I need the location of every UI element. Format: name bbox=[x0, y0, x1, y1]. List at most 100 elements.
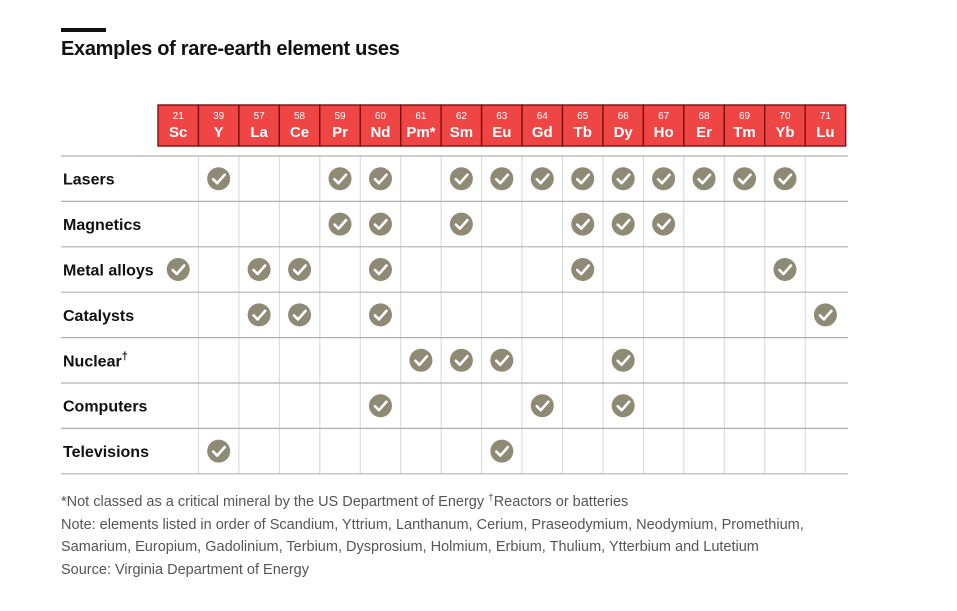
check-mark-icon bbox=[818, 309, 833, 321]
element-number: 59 bbox=[334, 111, 346, 122]
check-mark-icon bbox=[211, 445, 226, 457]
element-symbol: Lu bbox=[816, 124, 834, 141]
check-mark-icon bbox=[252, 309, 267, 321]
element-number: 64 bbox=[537, 111, 549, 122]
footnote-dagger-mark: † bbox=[488, 493, 494, 504]
check-mark-icon bbox=[373, 173, 388, 185]
check-mark-icon bbox=[171, 264, 186, 276]
check-mark-icon bbox=[454, 355, 469, 367]
element-number: 68 bbox=[699, 111, 711, 122]
check-circle-icon bbox=[368, 167, 392, 191]
footnotes: *Not classed as a critical mineral by th… bbox=[61, 491, 921, 581]
check-circle-icon bbox=[652, 167, 676, 191]
element-symbol: Tb bbox=[574, 124, 592, 141]
check-circle-icon bbox=[288, 303, 312, 327]
check-circle-icon bbox=[368, 258, 392, 281]
check-circle-icon bbox=[773, 258, 797, 281]
check-mark-icon bbox=[616, 173, 631, 185]
element-tile-y bbox=[197, 104, 240, 147]
row-label: Televisions bbox=[63, 444, 149, 461]
element-number: 58 bbox=[294, 111, 306, 122]
element-tile-nd bbox=[359, 104, 402, 147]
check-mark-icon bbox=[616, 400, 631, 412]
check-circle-icon bbox=[288, 258, 312, 281]
check-circle-icon bbox=[611, 167, 635, 191]
footnote-dagger-text: Reactors or batteries bbox=[493, 494, 629, 510]
check-circle-icon bbox=[692, 167, 716, 191]
element-symbol: Pr bbox=[332, 124, 348, 141]
check-mark-icon bbox=[616, 218, 631, 230]
check-mark-icon bbox=[373, 218, 388, 230]
check-circle-icon bbox=[733, 167, 757, 191]
row-label: Lasers bbox=[63, 172, 115, 189]
check-mark-icon bbox=[535, 173, 550, 185]
check-mark-icon bbox=[454, 218, 469, 230]
check-mark-icon bbox=[737, 173, 752, 185]
element-symbol: La bbox=[250, 124, 268, 141]
footnote-asterisk: *Not classed as a critical mineral by th… bbox=[61, 491, 921, 514]
check-mark-icon bbox=[292, 309, 307, 321]
element-tile-er bbox=[683, 104, 725, 147]
element-symbol: Ho bbox=[654, 124, 674, 141]
element-tile-eu bbox=[480, 104, 523, 147]
element-symbol: Dy bbox=[614, 124, 634, 141]
check-circle-icon bbox=[166, 258, 190, 281]
element-symbol: Tm bbox=[733, 124, 756, 141]
check-mark-icon bbox=[414, 355, 429, 367]
check-mark-icon bbox=[495, 355, 510, 367]
check-circle-icon bbox=[449, 348, 473, 372]
element-number: 60 bbox=[375, 111, 387, 122]
element-tile-ce bbox=[278, 104, 321, 147]
check-mark-icon bbox=[495, 173, 510, 185]
row-label: Catalysts bbox=[63, 308, 134, 325]
check-mark-icon bbox=[333, 173, 348, 185]
check-mark-icon bbox=[292, 264, 307, 276]
check-mark-icon bbox=[656, 218, 671, 230]
check-circle-icon bbox=[368, 394, 392, 418]
chart-title: Examples of rare-earth element uses bbox=[61, 38, 400, 60]
element-number: 21 bbox=[173, 111, 185, 122]
element-number: 65 bbox=[577, 111, 589, 122]
check-mark-icon bbox=[252, 264, 267, 276]
element-number: 69 bbox=[739, 111, 751, 122]
check-circle-icon bbox=[449, 167, 473, 191]
element-symbol: Ce bbox=[290, 124, 309, 141]
check-mark-icon bbox=[656, 173, 671, 185]
row-label: Computers bbox=[63, 399, 148, 416]
check-circle-icon bbox=[368, 212, 392, 236]
element-symbol: Y bbox=[214, 124, 224, 141]
element-tile-pm bbox=[400, 104, 442, 147]
element-tile-tm bbox=[723, 104, 766, 147]
check-mark-icon bbox=[373, 309, 388, 321]
row-label-superscript: † bbox=[122, 350, 128, 362]
element-symbol: Sc bbox=[169, 124, 187, 141]
check-mark-icon bbox=[575, 173, 591, 185]
check-mark-icon bbox=[373, 264, 388, 276]
check-mark-icon bbox=[697, 173, 712, 185]
element-symbol: Nd bbox=[370, 124, 390, 141]
title-accent-bar bbox=[61, 28, 106, 32]
check-circle-icon bbox=[571, 212, 595, 236]
check-mark-icon bbox=[333, 218, 348, 230]
check-circle-icon bbox=[571, 167, 595, 191]
element-number: 67 bbox=[658, 111, 670, 122]
check-mark-icon bbox=[575, 218, 591, 230]
element-tile-ho bbox=[642, 104, 685, 147]
check-circle-icon bbox=[368, 303, 392, 327]
check-mark-icon bbox=[616, 355, 631, 367]
footnote-note-line-2: Samarium, Europium, Gadolinium, Terbium,… bbox=[61, 539, 759, 555]
check-circle-icon bbox=[490, 348, 514, 372]
footnote-source: Source: Virginia Department of Energy bbox=[61, 561, 309, 578]
check-mark-icon bbox=[535, 400, 550, 412]
element-tile-sc bbox=[157, 104, 200, 147]
check-circle-icon bbox=[571, 258, 595, 281]
element-number: 70 bbox=[779, 111, 791, 122]
check-circle-icon bbox=[328, 212, 352, 236]
element-tile-lu bbox=[804, 104, 847, 147]
check-circle-icon bbox=[652, 212, 676, 236]
check-circle-icon bbox=[247, 303, 271, 327]
element-number: 63 bbox=[496, 111, 508, 122]
element-number: 39 bbox=[213, 111, 225, 122]
check-mark-icon bbox=[778, 173, 793, 185]
